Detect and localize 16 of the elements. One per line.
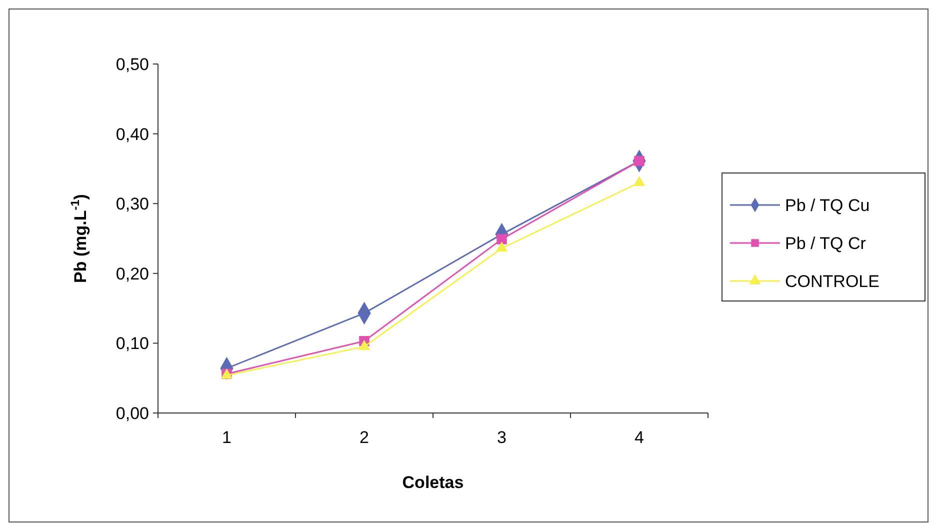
legend-label: Pb / TQ Cu bbox=[785, 196, 870, 215]
y-tick-label: 0,30 bbox=[116, 194, 149, 214]
x-tick-label: 1 bbox=[222, 428, 232, 447]
legend-label: Pb / TQ Cr bbox=[785, 234, 866, 253]
x-tick-label: 2 bbox=[360, 428, 369, 447]
y-tick-label: 0,10 bbox=[116, 334, 149, 354]
point bbox=[358, 340, 370, 350]
y-tick-label: 0,50 bbox=[116, 54, 149, 74]
x-axis-title: Coletas bbox=[402, 473, 464, 492]
legend-label: CONTROLE bbox=[785, 272, 880, 291]
x-tick-label: 4 bbox=[634, 428, 644, 447]
y-tick-label: 0,20 bbox=[116, 264, 149, 284]
y-tick-label: 0,40 bbox=[116, 124, 149, 144]
point bbox=[496, 234, 507, 244]
y-tick-label: 0,00 bbox=[116, 404, 149, 423]
x-tick-label: 3 bbox=[497, 428, 506, 447]
